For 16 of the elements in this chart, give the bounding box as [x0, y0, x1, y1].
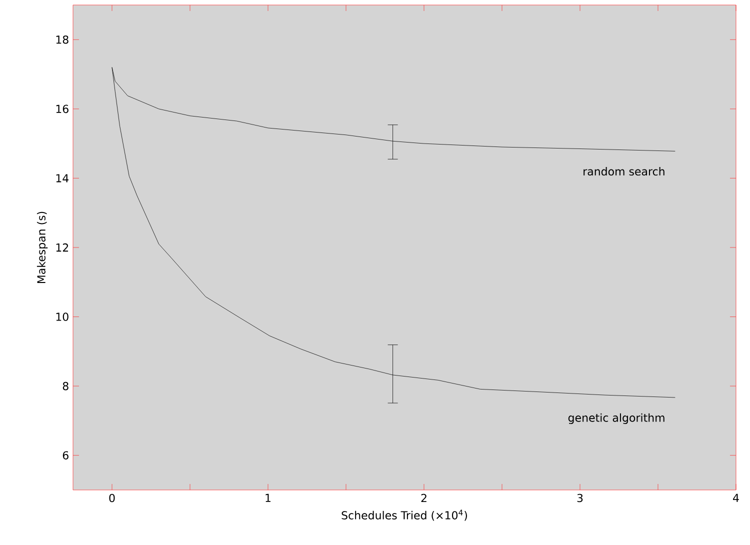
series-label: random search	[584, 167, 664, 176]
y-tick-label: 12	[56, 243, 68, 252]
y-tick-label: 8	[62, 382, 68, 390]
y-tick-label: 10	[56, 312, 68, 321]
y-tick-label: 16	[56, 104, 68, 114]
x-tick-label: 4	[733, 494, 739, 502]
x-axis-title: Schedules Tried (×10$^{4}$)	[342, 510, 467, 521]
x-tick-label: 2	[421, 494, 426, 502]
y-tick-label: 6	[62, 451, 68, 460]
series-label: genetic algorithm	[568, 413, 664, 424]
y-axis-title: Makespan (s)	[36, 212, 48, 284]
y-tick-label: 18	[56, 35, 68, 44]
y-tick-label: 14	[56, 174, 69, 182]
x-tick-label: 0	[109, 494, 115, 502]
x-tick-label: 1	[266, 494, 270, 502]
x-tick-label: 3	[577, 494, 583, 502]
